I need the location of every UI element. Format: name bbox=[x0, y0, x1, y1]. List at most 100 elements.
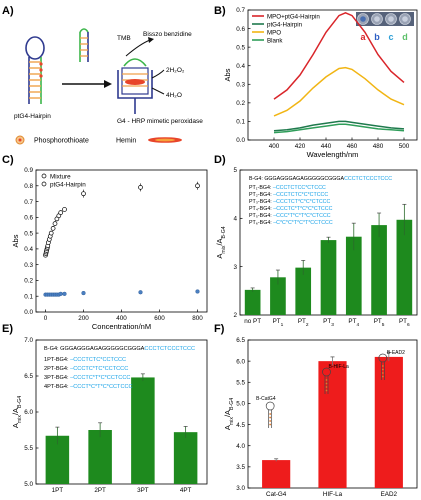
h2o-label: 4H₂O bbox=[166, 92, 182, 99]
y-tick-label: 6.5 bbox=[236, 337, 245, 344]
inset-pt-mark bbox=[381, 368, 384, 371]
category-label-3: PT3 bbox=[323, 318, 334, 328]
category-label-2: 3PT bbox=[137, 487, 149, 494]
panel-f-target-bar-chart: 3.0 3.5 4.0 4.5 5.0 5.5 6.0 6.5 Amix/AB-G4 Cat-G4… bbox=[223, 337, 418, 498]
y-tick-label: 0.1 bbox=[24, 293, 33, 300]
bar-2 bbox=[131, 377, 155, 484]
y-tick-label: 3.0 bbox=[236, 485, 245, 492]
category-label-1: HIF-La bbox=[323, 491, 343, 498]
series-line-2 bbox=[273, 66, 405, 117]
legend-label-1: ptG4-Hairpin bbox=[267, 21, 303, 28]
bar-1 bbox=[318, 361, 347, 488]
inset-pt-mark bbox=[325, 382, 328, 385]
inset-pt-mark bbox=[325, 386, 328, 388]
inset-pt-mark bbox=[269, 413, 272, 415]
inset-pt-mark bbox=[269, 416, 272, 419]
tmb-label: TMB bbox=[117, 35, 131, 42]
inset-pt-mark bbox=[269, 420, 272, 422]
y-tick-label: 6.0 bbox=[236, 358, 245, 365]
sequence-row-3: 4PT-BG4: –CCCT*C*T*C*CCTCCC bbox=[44, 384, 133, 390]
series-line-0 bbox=[273, 11, 405, 100]
y-tick-label: 5.5 bbox=[24, 445, 33, 452]
category-label-2: PT2 bbox=[298, 318, 309, 328]
panel-label-b: B) bbox=[214, 5, 226, 17]
panel-d-pt-bar-chart: 2 3 4 5 Amix/AB-G4 no PT PT1 PT2 PT3 PT4 PT5 PT6 B-G… bbox=[215, 167, 418, 328]
hairpin-label: ptG4-Hairpin bbox=[14, 113, 51, 120]
bar-2 bbox=[374, 356, 403, 488]
y-tick-label: 0.2 bbox=[24, 278, 33, 285]
y-tick-label: 5.0 bbox=[236, 401, 245, 408]
hairpin-point bbox=[138, 290, 143, 295]
ptg4-hairpin-diagram bbox=[25, 36, 45, 104]
y-tick-label: 0.5 bbox=[236, 44, 245, 51]
hairpin-point bbox=[195, 289, 200, 294]
category-label-6: PT6 bbox=[399, 318, 410, 328]
y-tick-label: 0.2 bbox=[236, 100, 245, 107]
bar-0 bbox=[262, 460, 291, 488]
panel-label-a: A) bbox=[2, 5, 14, 17]
cuvette-center-2 bbox=[388, 16, 394, 22]
legend-label-0: MPO+ptG4-Hairpin bbox=[267, 13, 320, 20]
hairpin-point bbox=[58, 291, 63, 296]
category-label-1: PT1 bbox=[273, 318, 284, 328]
bar-3 bbox=[320, 240, 337, 315]
reaction-arrow bbox=[62, 80, 112, 88]
category-label-3: 4PT bbox=[180, 487, 192, 494]
sequence-row-4: PT₅-BG4: –CCC*T*C*T*C*CTCCC bbox=[249, 213, 331, 219]
y-tick-label: 0.8 bbox=[24, 183, 33, 190]
y-tick-label: 5.5 bbox=[236, 379, 245, 386]
y-tick-label: 4.5 bbox=[236, 422, 245, 429]
x-tick-label: 400 bbox=[116, 315, 127, 322]
mixture-point bbox=[58, 210, 64, 215]
x-tick-label: 420 bbox=[295, 143, 306, 150]
inset-label-2: c bbox=[388, 32, 393, 42]
x-tick-label: 200 bbox=[78, 315, 89, 322]
phosphorothioate-legend: Phosphorothioate bbox=[15, 135, 89, 145]
y-tick-label: 3.5 bbox=[236, 464, 245, 471]
y-axis-label: Amix/AB-G4 bbox=[11, 396, 23, 428]
bar-2 bbox=[295, 267, 312, 315]
probe-strand-diagram bbox=[79, 28, 89, 62]
x-axis-label: Concentration/nM bbox=[92, 322, 151, 331]
inset-pt-mark bbox=[325, 389, 328, 392]
y-tick-label: 0.4 bbox=[24, 246, 33, 253]
sequence-row-5: PT₆-BG4: –C*C*C*T*C*T*CCTCCC bbox=[249, 220, 333, 226]
x-tick-label: 440 bbox=[321, 143, 332, 150]
inset-pt-mark bbox=[381, 375, 384, 378]
y-axis-label: Abs bbox=[223, 68, 232, 81]
y-tick-label: 6.5 bbox=[24, 373, 33, 380]
inset-pt-mark bbox=[381, 365, 384, 367]
bar-4 bbox=[345, 236, 362, 315]
legend-marker-0 bbox=[41, 173, 47, 179]
y-tick-label: 0.0 bbox=[24, 309, 33, 316]
inset-label-3: d bbox=[402, 32, 408, 42]
legend-marker-1 bbox=[41, 181, 47, 187]
x-tick-label: 0 bbox=[44, 315, 48, 322]
category-label-5: PT5 bbox=[374, 318, 385, 328]
mixture-point bbox=[48, 230, 54, 236]
sequence-header: B-G4: GGGAGGGAGAGGGGGCGGGACCCTCTCCCTCCC bbox=[249, 176, 392, 182]
h2o2-label: 2H₂O₂ bbox=[166, 67, 185, 74]
sequence-row-0: PT₁-BG4: –CCCTCTCC*CTCCC bbox=[249, 185, 326, 191]
sequence-row-1: PT₂-BG4: –CCCTCTC*C*CTCCC bbox=[249, 192, 328, 198]
y-tick-label: 0.9 bbox=[24, 167, 33, 174]
category-label-4: PT4 bbox=[348, 318, 359, 328]
cuvette-center-3 bbox=[402, 16, 408, 22]
panel-label-d: D) bbox=[214, 154, 226, 166]
panel-label-f: F) bbox=[214, 323, 225, 335]
y-tick-label: 0.1 bbox=[236, 119, 245, 126]
y-tick-label: 0.7 bbox=[236, 7, 245, 14]
panel-a-schematic: TMB Bisszo benzidine 2H₂O₂ 4H₂O ptG4-Hai… bbox=[14, 28, 203, 145]
y-tick-label: 0.6 bbox=[236, 26, 245, 33]
x-tick-label: 480 bbox=[373, 143, 384, 150]
sequence-row-2: 3PT-BG4: –CCCTC*T*C*CCTCCC bbox=[44, 375, 130, 381]
y-tick-label: 0.5 bbox=[24, 230, 33, 237]
cuvette-center-0 bbox=[360, 16, 366, 22]
mixture-point bbox=[138, 185, 143, 190]
x-tick-label: 400 bbox=[269, 143, 280, 150]
legend-label-2: MPO bbox=[267, 29, 281, 36]
sequence-row-0: 1PT-BG4: –CCCTCTC*CCTCCC bbox=[44, 357, 126, 363]
y-tick-label: 5 bbox=[233, 167, 237, 174]
